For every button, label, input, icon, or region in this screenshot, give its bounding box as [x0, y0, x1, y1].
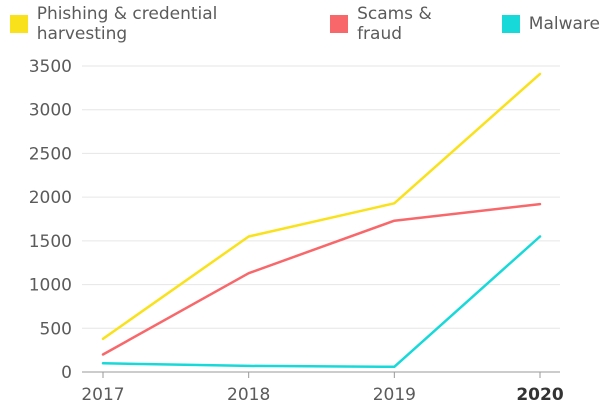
x-tick-label: 2020 [516, 385, 563, 405]
legend-label-phishing: Phishing & credential harvesting [36, 4, 218, 44]
legend-label-scams: Scams & fraud [357, 4, 432, 44]
x-tick-label: 2018 [227, 385, 270, 405]
series-line-1 [101, 202, 542, 356]
legend-swatch-phishing [10, 15, 28, 33]
y-tick-label: 1000 [29, 276, 72, 296]
y-tick-label: 2000 [29, 188, 72, 208]
y-tick-label: 0 [61, 363, 72, 383]
y-tick-label: 500 [40, 319, 72, 339]
series-line-2 [101, 235, 542, 369]
y-tick-label: 3000 [29, 101, 72, 121]
legend-item-scams: Scams & fraud [330, 4, 479, 44]
legend-item-malware: Malware [501, 14, 600, 34]
x-tick-label: 2019 [373, 385, 416, 405]
legend-item-phishing: Phishing & credential harvesting [10, 4, 308, 44]
legend-swatch-scams [330, 15, 349, 33]
legend-label-malware: Malware [528, 14, 600, 34]
y-tick-label: 3500 [29, 57, 72, 77]
y-tick-label: 2500 [29, 144, 72, 164]
legend-swatch-malware [501, 15, 520, 33]
legend: Phishing & credential harvesting Scams &… [10, 4, 600, 44]
x-tick-label: 2017 [81, 385, 124, 405]
series-line-0 [101, 72, 542, 341]
y-tick-label: 1500 [29, 232, 72, 252]
